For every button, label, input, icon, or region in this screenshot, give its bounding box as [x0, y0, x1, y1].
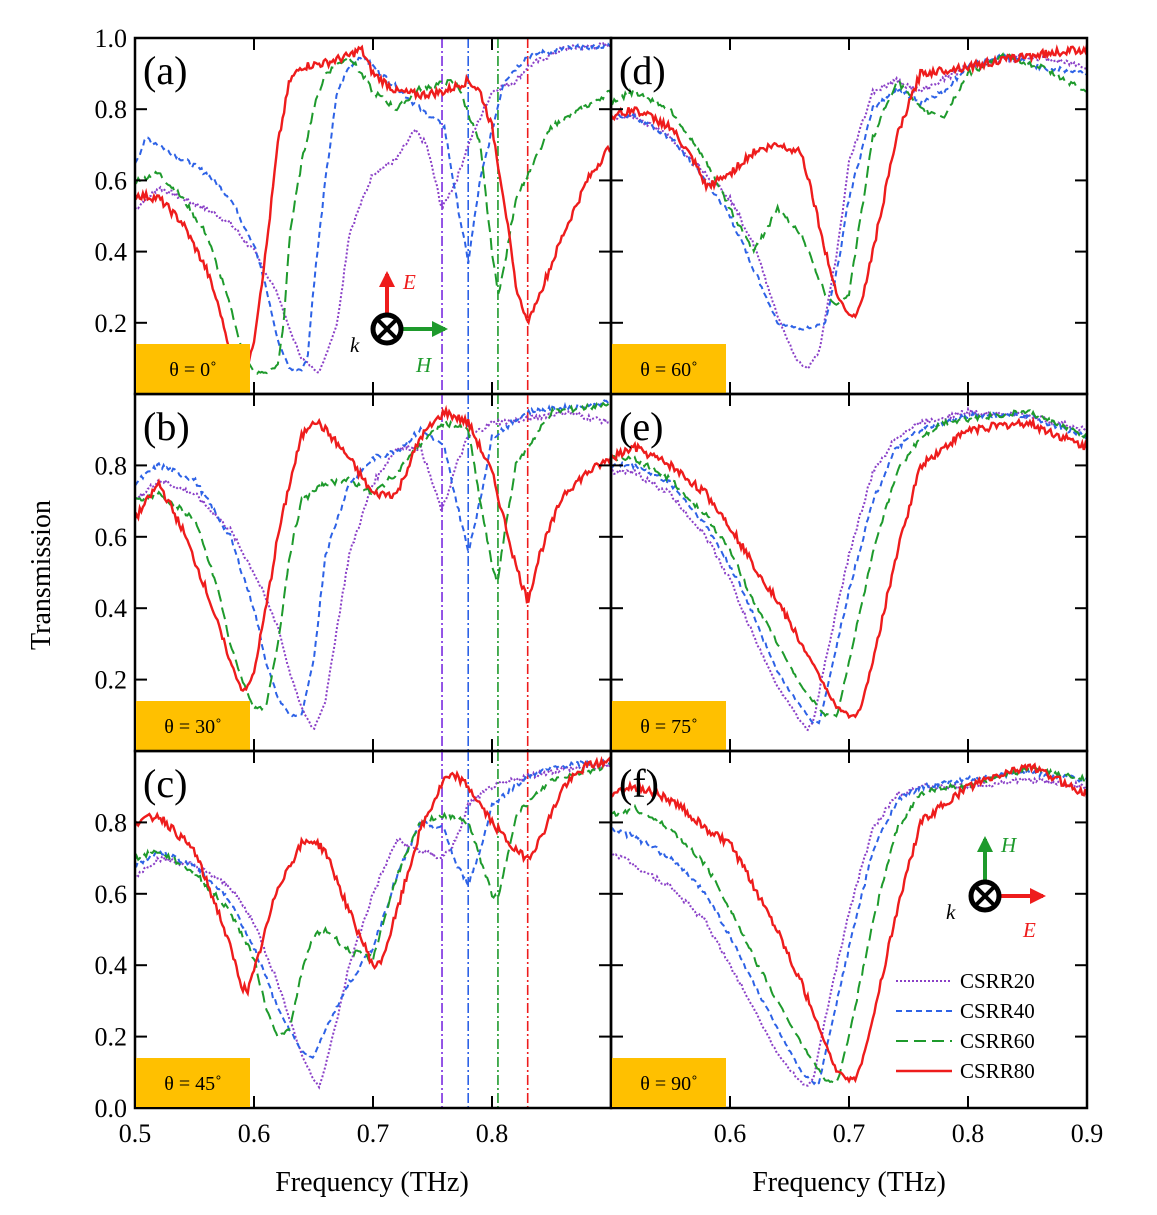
y-axis-title: Transmission	[26, 500, 57, 650]
y-tick-label: 0.8	[95, 808, 128, 837]
series-group	[611, 409, 1087, 730]
y-tick-label: 0.6	[95, 523, 128, 552]
panel-e: (e) θ = 75˚	[611, 394, 1087, 751]
y-tick-label: 0.4	[95, 951, 128, 980]
panel-frame	[611, 394, 1087, 751]
panel-frame	[611, 38, 1087, 394]
series-line-csrr60	[611, 410, 1087, 716]
h-field-label: H⃗	[415, 353, 448, 377]
panel-frame	[135, 751, 611, 1108]
e-field-label: E⃗	[402, 270, 432, 294]
h-field-label: H⃗	[1000, 833, 1033, 857]
e-field-arrow-icon-head	[1030, 888, 1046, 904]
x-tick-label: 0.9	[1071, 1119, 1104, 1148]
x-axis-title-left: Frequency (THz)	[275, 1167, 469, 1198]
y-tick-label: 0.2	[95, 666, 128, 695]
k-vector-label: k⃗	[350, 333, 376, 357]
legend-label: CSRR40	[960, 999, 1035, 1023]
panel-letter: (b)	[143, 404, 190, 449]
series-line-csrr20	[611, 53, 1087, 368]
angle-badge-text: θ = 30˚	[164, 716, 222, 738]
x-tick-label: 0.6	[238, 1119, 271, 1148]
series-line-csrr80	[611, 420, 1087, 717]
angle-badge-text: θ = 45˚	[164, 1073, 222, 1095]
y-tick-label: 0.8	[95, 95, 128, 124]
panel-frame	[611, 751, 1087, 1108]
x-tick-label: 0.8	[952, 1119, 985, 1148]
panel-frame	[135, 394, 611, 751]
panel-letter: (f)	[619, 761, 659, 806]
panel-letter: (d)	[619, 48, 666, 93]
x-tick-label: 0.5	[119, 1119, 152, 1148]
series-line-csrr60	[611, 54, 1087, 305]
panel-letter: (a)	[143, 48, 187, 93]
y-tick-label: 0.4	[95, 594, 128, 623]
x-tick-label: 0.7	[833, 1119, 866, 1148]
h-field-arrow-icon-head	[977, 836, 993, 852]
k-vector-label: k⃗	[946, 900, 972, 924]
legend-label: CSRR80	[960, 1059, 1035, 1083]
h-field-arrow-icon-head	[432, 321, 448, 337]
panels-layer: 0.2 0.4 0.6 0.8 1.0 (a) θ = 0˚ 0.2 0.4 0.6 0.8 (b) θ…	[95, 24, 1104, 1148]
y-tick-label: 0.4	[95, 238, 128, 267]
series-group	[135, 759, 611, 1088]
y-tick-label: 1.0	[95, 24, 128, 53]
series-line-csrr40	[611, 55, 1087, 330]
series-group	[611, 45, 1087, 369]
legend-label: CSRR60	[960, 1029, 1035, 1053]
series-line-csrr80	[611, 45, 1087, 317]
polarization-inset-f: H⃗ E⃗ k⃗	[946, 833, 1052, 942]
y-tick-label: 0.6	[95, 166, 128, 195]
angle-badge-text: θ = 60˚	[640, 359, 698, 381]
legend: CSRR20 CSRR40 CSRR60 CSRR80	[896, 969, 1035, 1083]
y-tick-label: 0.6	[95, 880, 128, 909]
series-line-csrr40	[611, 413, 1087, 724]
y-tick-label: 0.8	[95, 451, 128, 480]
angle-badge-text: θ = 90˚	[640, 1073, 698, 1095]
polarization-inset-a: E⃗ H⃗ k⃗	[350, 270, 448, 377]
panel-letter: (c)	[143, 761, 187, 806]
y-tick-label: 0.2	[95, 1023, 128, 1052]
panel-b: 0.2 0.4 0.6 0.8 (b) θ = 30˚	[95, 394, 612, 751]
series-line-csrr80	[135, 409, 611, 690]
angle-badge-text: θ = 75˚	[640, 716, 698, 738]
panel-letter: (e)	[619, 404, 663, 449]
x-tick-label: 0.7	[357, 1119, 390, 1148]
y-tick-label: 0.2	[95, 309, 128, 338]
series-line-csrr20	[611, 409, 1087, 730]
series-line-csrr60	[135, 764, 611, 1038]
series-group	[135, 400, 611, 729]
panel-d: (d) θ = 60˚	[611, 38, 1087, 394]
series-line-csrr20	[135, 763, 611, 1087]
e-field-label: E⃗	[1022, 918, 1052, 942]
panel-c: 0.0 0.2 0.4 0.6 0.8 0.5 0.6 0.7 0.8 (c) θ = 45˚	[95, 751, 612, 1148]
angle-badge-text: θ = 0˚	[169, 359, 217, 381]
x-axis-title-right: Frequency (THz)	[752, 1167, 946, 1198]
e-field-arrow-icon-head	[379, 271, 395, 287]
legend-label: CSRR20	[960, 969, 1035, 993]
transmission-figure: 0.2 0.4 0.6 0.8 1.0 (a) θ = 0˚ 0.2 0.4 0.6 0.8 (b) θ…	[0, 0, 1157, 1215]
x-tick-label: 0.6	[714, 1119, 747, 1148]
series-line-csrr40	[135, 760, 611, 1057]
x-tick-label: 0.8	[476, 1119, 509, 1148]
panel-f: 0.6 0.7 0.8 0.9 (f) θ = 90˚	[611, 751, 1103, 1148]
